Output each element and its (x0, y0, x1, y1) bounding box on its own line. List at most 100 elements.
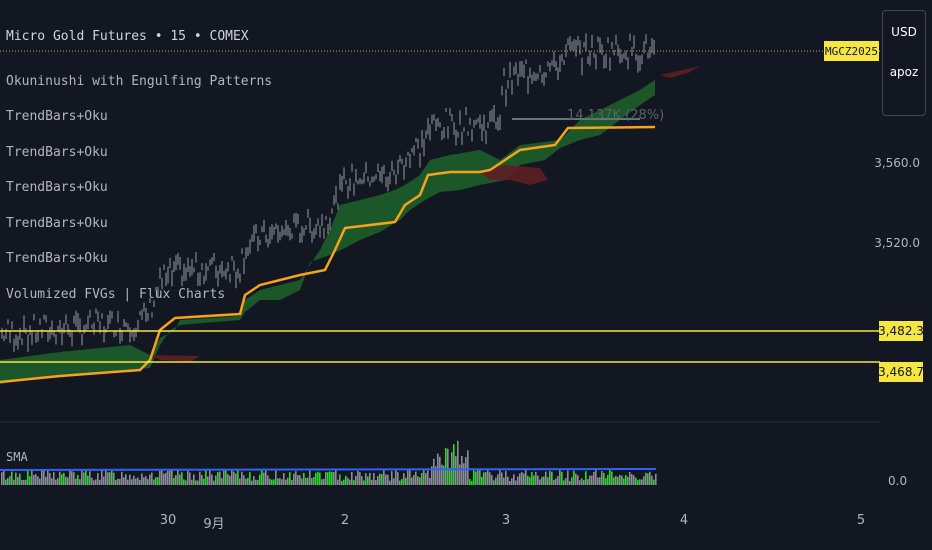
volume-bar (433, 458, 435, 485)
volume-bar (475, 471, 477, 485)
volume-bar (69, 470, 71, 485)
volume-bar (501, 472, 503, 485)
volume-bar (409, 470, 411, 485)
volume-bar (249, 472, 251, 485)
volume-bar (517, 476, 519, 485)
volume-bar (467, 450, 469, 485)
indicator-fvg[interactable]: Volumized FVGs | Flux Charts (6, 286, 226, 302)
volume-bar (589, 475, 591, 485)
volume-bar (455, 456, 457, 485)
volume-bar (53, 472, 55, 485)
volume-bar (113, 472, 115, 485)
volume-bar (349, 479, 351, 485)
volume-bar (103, 476, 105, 485)
volume-bar (297, 475, 299, 485)
volume-bar (63, 472, 65, 485)
volume-bar (219, 471, 221, 485)
volume-bar (495, 477, 497, 485)
volume-bar (65, 476, 67, 485)
volume-bar (487, 469, 489, 485)
volume-bar (449, 467, 451, 485)
volume-bar (59, 471, 61, 485)
volume-bar (435, 466, 437, 485)
volume-bar (243, 475, 245, 485)
volume-bar (81, 469, 83, 485)
volume-bar (365, 473, 367, 485)
volume-bar (577, 475, 579, 485)
volume-bar (609, 469, 611, 485)
volume-bar (281, 479, 283, 485)
volume-series (0, 440, 657, 485)
volume-bar (201, 474, 203, 485)
volume-bar (327, 472, 329, 485)
volume-bar (601, 470, 603, 485)
volume-bar (459, 464, 461, 485)
volume-bar (245, 478, 247, 485)
volume-bar (441, 464, 443, 485)
volume-bar (303, 472, 305, 485)
volume-bar (629, 472, 631, 485)
volume-bar (155, 477, 157, 485)
volume-bar (37, 476, 39, 485)
volume-bar (405, 477, 407, 485)
volume-bar (417, 476, 419, 485)
indicator-trendbars-3[interactable]: TrendBars+Oku (6, 180, 108, 195)
volume-bar (607, 474, 609, 485)
volume-bar (11, 471, 13, 485)
volume-bar (255, 479, 257, 485)
volume-bar (95, 479, 97, 485)
indicator-okuninushi[interactable]: Okuninushi with Engulfing Patterns (6, 73, 273, 89)
volume-bar (621, 475, 623, 485)
sma-label[interactable]: SMA (6, 450, 28, 464)
volume-bar (67, 477, 69, 485)
trend-line-series (0, 125, 656, 384)
volume-bar (221, 478, 223, 485)
volume-bar (337, 479, 339, 485)
currency-unit-selector[interactable]: USD apoz (882, 10, 926, 116)
volume-bar (643, 476, 645, 485)
indicator-legend: . Okuninushi with Engulfing Patterns Tre… (6, 28, 272, 312)
indicator-trendbars-4[interactable]: TrendBars+Oku (6, 215, 108, 231)
volume-bar (311, 478, 313, 485)
volume-bar (381, 474, 383, 485)
volume-bar (645, 472, 647, 485)
volume-bar (399, 480, 401, 485)
indicator-trendbars-1[interactable]: TrendBars+Oku (6, 109, 108, 124)
volume-bar (511, 478, 513, 485)
volume-bar (241, 471, 243, 485)
volume-bar (317, 471, 319, 485)
indicator-trendbars-5[interactable]: TrendBars+Oku (6, 251, 108, 266)
volume-bar (571, 477, 573, 485)
cloud-red (480, 165, 548, 185)
volume-bar (397, 472, 399, 485)
volume-bar (515, 480, 517, 485)
volume-bar (125, 474, 127, 485)
volume-bar (605, 478, 607, 485)
symbol-title[interactable]: Micro Gold Futures • 15 • COMEX (6, 29, 249, 44)
volume-bar (31, 469, 33, 485)
volume-bar (121, 471, 123, 485)
volume-bar (9, 476, 11, 485)
cloud-red (660, 66, 700, 78)
volume-bar (527, 475, 529, 485)
volume-bar (267, 475, 269, 485)
volume-bar (71, 471, 73, 485)
volume-bar (587, 479, 589, 485)
volume-bar (107, 472, 109, 485)
volume-bar (91, 477, 93, 485)
volume-bar (299, 475, 301, 485)
volume-bar (425, 473, 427, 485)
volume-bar (117, 478, 119, 485)
volume-bar (185, 480, 187, 485)
volume-bar (331, 471, 333, 485)
volume-bar (229, 475, 231, 485)
volume-bar (1, 472, 3, 485)
indicator-trendbars-2[interactable]: TrendBars+Oku (6, 144, 108, 160)
volume-bar (165, 472, 167, 485)
volume-bar (361, 476, 363, 485)
volume-bar (569, 480, 571, 485)
volume-bar (583, 480, 585, 485)
volume-bar (181, 472, 183, 485)
volume-bar (521, 472, 523, 485)
